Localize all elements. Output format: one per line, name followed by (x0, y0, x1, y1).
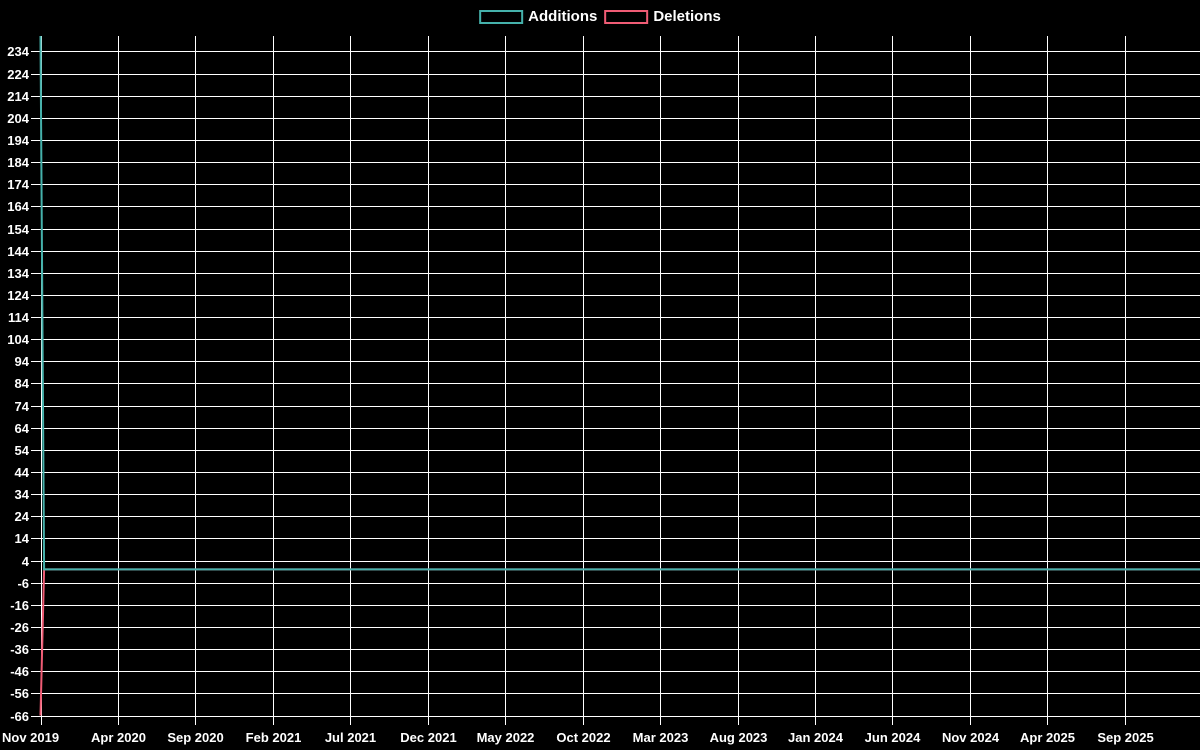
x-tick-label: Sep 2025 (1097, 730, 1153, 745)
y-tick-label: 214 (7, 89, 29, 104)
chart-legend: Additions Deletions (479, 9, 721, 24)
y-tick-label: -16 (10, 598, 29, 613)
y-tick-label: 134 (7, 266, 29, 281)
y-tick-label: 164 (7, 199, 29, 214)
y-tick-label: -36 (10, 642, 29, 657)
y-tick-label: 234 (7, 44, 29, 59)
y-tick-label: 4 (22, 554, 30, 569)
x-tick-label: Nov 2024 (942, 730, 1000, 745)
x-tick-label: Apr 2025 (1020, 730, 1075, 745)
deletions-legend-label: Deletions (653, 8, 721, 25)
x-tick-label: Mar 2023 (633, 730, 689, 745)
x-tick-label: Jul 2021 (325, 730, 376, 745)
y-tick-label: 104 (7, 332, 29, 347)
deletions-swatch-icon (604, 9, 649, 24)
y-tick-label: 94 (15, 354, 30, 369)
x-tick-label: Apr 2020 (91, 730, 146, 745)
y-tick-label: 184 (7, 155, 29, 170)
y-tick-label: 124 (7, 288, 29, 303)
y-tick-label: -46 (10, 664, 29, 679)
additions-legend-label: Additions (528, 8, 598, 25)
y-tick-label: 44 (15, 465, 30, 480)
y-tick-label: 64 (15, 421, 30, 436)
y-tick-label: 174 (7, 177, 29, 192)
y-tick-label: -66 (10, 709, 29, 724)
y-tick-label: 114 (8, 310, 30, 325)
x-tick-label: Dec 2021 (400, 730, 456, 745)
y-tick-label: -56 (10, 686, 29, 701)
legend-item-additions[interactable]: Additions (479, 9, 597, 24)
x-tick-label: Jun 2024 (865, 730, 921, 745)
x-tick-label: Oct 2022 (556, 730, 610, 745)
y-tick-label: 144 (7, 244, 29, 259)
y-tick-label: 84 (15, 376, 30, 391)
y-tick-label: 194 (7, 133, 29, 148)
y-tick-label: 24 (15, 509, 30, 524)
legend-item-deletions[interactable]: Deletions (604, 9, 721, 24)
y-tick-label: -26 (10, 620, 29, 635)
y-tick-label: 204 (7, 111, 29, 126)
x-tick-label: Jan 2024 (788, 730, 844, 745)
y-tick-label: 54 (15, 443, 30, 458)
y-tick-label: -6 (17, 576, 29, 591)
y-tick-label: 74 (15, 399, 30, 414)
x-tick-label: Feb 2021 (246, 730, 302, 745)
x-tick-label: Nov 2019 (2, 730, 59, 745)
x-tick-label: Sep 2020 (167, 730, 223, 745)
x-tick-label: May 2022 (477, 730, 535, 745)
additions-swatch-icon (479, 9, 524, 24)
x-tick-label: Aug 2023 (710, 730, 768, 745)
y-tick-label: 14 (15, 531, 30, 546)
additions-line (39, 35, 1200, 571)
y-tick-label: 34 (15, 487, 30, 502)
y-tick-label: 224 (7, 67, 29, 82)
y-tick-label: 154 (7, 222, 29, 237)
